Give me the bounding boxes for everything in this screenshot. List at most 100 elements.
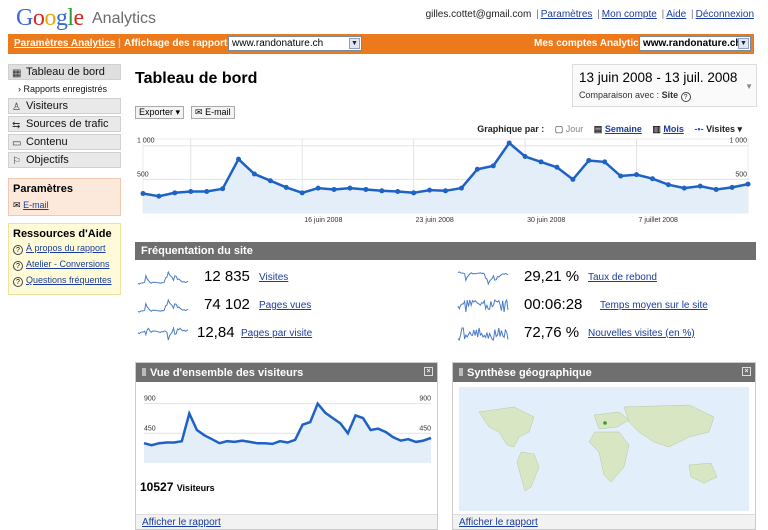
metric-label-link[interactable]: Nouvelles visites (en %) (588, 328, 695, 339)
google-logo[interactable]: Google (16, 5, 84, 31)
metric-label-link[interactable]: Visites (259, 272, 289, 283)
sparkline-path (137, 327, 189, 341)
metric-label-link[interactable]: Pages par visite (241, 328, 313, 339)
data-point (458, 185, 464, 191)
data-point (618, 173, 624, 179)
sparkline (137, 327, 189, 341)
y-tick-label-left: 1 000 (137, 138, 155, 145)
visitors-mini-chart: 900 900 450 450 (143, 396, 432, 463)
data-point (379, 188, 385, 194)
visits-chart: 1 000 1 000 500 500 16 juin 2008 23 juin 2008… (137, 138, 751, 224)
email-button[interactable]: ✉ E-mail (191, 106, 235, 119)
settings-panel-title: Paramètres (13, 183, 73, 195)
date-range-picker[interactable]: 13 juin 2008 - 13 juil. 2008 Comparaison… (572, 64, 757, 107)
logout-link[interactable]: Déconnexion (695, 9, 754, 20)
metric-value: 29,21 % (524, 268, 580, 285)
data-point (602, 159, 608, 165)
email-link[interactable]: E-mail (23, 200, 49, 210)
analytics-settings-link[interactable]: Paramètres Analytics (14, 38, 116, 49)
widget-footer: Afficher le rapport (136, 514, 437, 529)
world-map[interactable] (459, 387, 749, 511)
widget-geo-overview: Synthèse géographique × Afficher le rappo… (452, 362, 756, 530)
calendar-month-icon: ▥ (652, 124, 661, 134)
graph-day-option[interactable]: ▢ Jour (554, 124, 584, 134)
data-point (315, 185, 321, 191)
report-site-select[interactable]: www.randonature.ch ▼ (228, 36, 362, 51)
data-point (251, 171, 257, 177)
calendar-week-icon: ▤ (593, 124, 603, 134)
data-point (411, 190, 417, 196)
drag-handle-icon[interactable] (142, 368, 146, 376)
x-tick-label: 30 juin 2008 (527, 217, 565, 224)
mini-chart-line (143, 401, 432, 447)
sidebar-item-visitors[interactable]: ♙ Visiteurs (8, 98, 121, 114)
mini-y-tick-right: 450 (419, 425, 431, 432)
help-resources-panel: Ressources d'Aide ? À propos du rapport ?… (8, 223, 121, 295)
help-panel-title: Ressources d'Aide (13, 228, 112, 240)
drag-handle-icon[interactable] (459, 368, 463, 376)
data-point (538, 159, 544, 165)
metric-value: 12 835 (204, 268, 250, 285)
sparkline (137, 299, 189, 313)
chevron-down-icon[interactable]: ▼ (745, 82, 753, 91)
x-tick-label: 16 juin 2008 (304, 217, 342, 224)
person-icon: ♙ (12, 102, 21, 113)
close-icon[interactable]: × (424, 367, 433, 376)
graph-metric-selector[interactable]: -•- Visites ▾ (694, 124, 742, 134)
section-title-site-usage: Fréquentation du site (135, 242, 756, 260)
continent-australia (688, 462, 718, 484)
data-point (140, 190, 146, 196)
settings-panel: Paramètres ✉ E-mail (8, 178, 121, 216)
metric-value: 74 102 (204, 296, 250, 313)
settings-link[interactable]: Paramètres (540, 9, 593, 20)
account-select[interactable]: www.randonature.ch ▼ (639, 36, 751, 51)
mail-icon: ✉ (195, 107, 203, 117)
sidebar-item-saved-reports[interactable]: › Rapports enregistrés (18, 84, 108, 94)
data-point (697, 183, 703, 189)
view-report-link[interactable]: Afficher le rapport (142, 517, 221, 528)
sparkline-path (137, 271, 189, 285)
data-point (427, 187, 433, 193)
export-button[interactable]: Exporter ▾ (135, 106, 185, 119)
graph-month-option[interactable]: ▥ Mois (652, 124, 684, 134)
data-point (347, 185, 353, 191)
accounts-label: Mes comptes Analytics : (534, 38, 651, 49)
question-icon: ? (13, 245, 23, 255)
close-icon[interactable]: × (742, 367, 751, 376)
data-point (649, 176, 655, 182)
help-link[interactable]: Aide (666, 9, 687, 20)
metric-label-link[interactable]: Pages vues (259, 300, 312, 311)
sparkline-path (457, 327, 509, 341)
widget-visitors-overview: Vue d'ensemble des visiteurs × 900 900 450 4… (135, 362, 438, 530)
help-icon[interactable]: ? (680, 92, 691, 102)
data-point (713, 186, 719, 192)
metric-value: 12,84 (197, 324, 235, 341)
data-point (634, 172, 640, 178)
sidebar-item-dashboard[interactable]: ▦ Tableau de bord (8, 64, 121, 80)
metric-pages-per-visit: 12,84 Pages par visite (137, 324, 427, 342)
data-point (554, 164, 560, 170)
sidebar-item-content[interactable]: ▭ Contenu (8, 134, 121, 150)
data-point (729, 184, 735, 190)
view-report-link[interactable]: Afficher le rapport (459, 517, 538, 528)
sidebar-item-goals[interactable]: ⚐ Objectifs (8, 152, 121, 168)
graph-week-option[interactable]: ▤ Semaine (593, 124, 642, 134)
mini-y-tick-left: 900 (144, 396, 156, 403)
data-point (220, 186, 226, 192)
data-point (745, 181, 751, 187)
chart-area-fill (143, 143, 748, 213)
conversions-workshop-link[interactable]: Atelier - Conversions (26, 259, 110, 269)
flag-icon: ⚐ (12, 156, 21, 167)
about-report-link[interactable]: À propos du rapport (26, 243, 106, 253)
widget-header[interactable]: Vue d'ensemble des visiteurs × (136, 363, 437, 382)
faq-link[interactable]: Questions fréquentes (26, 275, 112, 285)
metric-label-link[interactable]: Taux de rebond (588, 272, 657, 283)
metric-label-link[interactable]: Temps moyen sur le site (600, 300, 708, 311)
widget-header[interactable]: Synthèse géographique × (453, 363, 755, 382)
metric-value: 00:06:28 (524, 296, 583, 313)
my-account-link[interactable]: Mon compte (601, 9, 657, 20)
metric-pageviews: 74 102 Pages vues (137, 296, 427, 314)
sidebar-item-traffic-sources[interactable]: ⇆ Sources de trafic (8, 116, 121, 132)
metric-value: 72,76 % (524, 324, 580, 341)
data-point (681, 185, 687, 191)
